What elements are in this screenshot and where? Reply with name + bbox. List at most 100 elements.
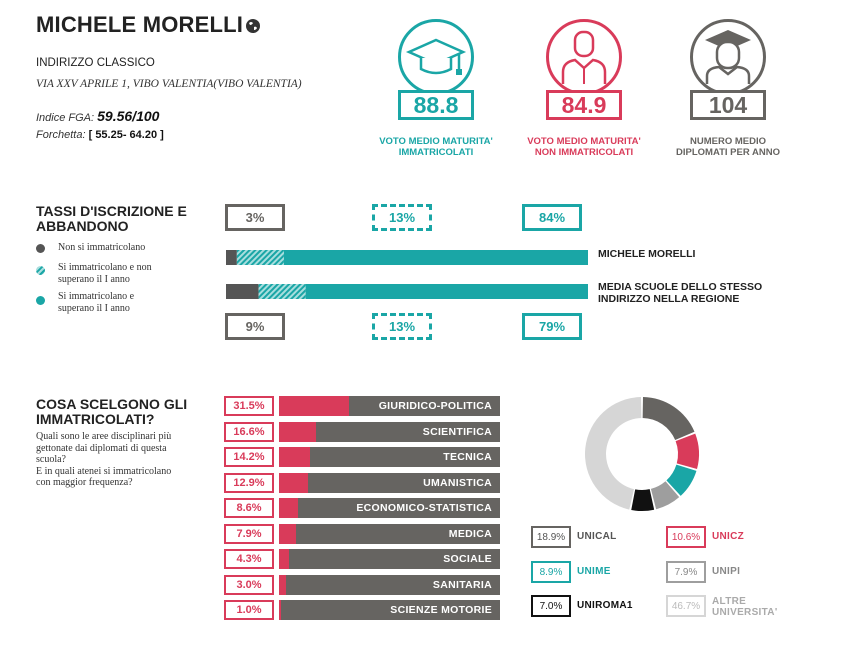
fga-value: 59.56/100	[97, 108, 160, 124]
region-label-line2: INDIRIZZO NELLA REGIONE	[598, 293, 740, 305]
area-pct-label: 1.0%	[224, 600, 274, 620]
question-line: scuola?	[36, 454, 66, 465]
area-category-label: SCIENZE MOTORIE	[390, 604, 492, 616]
kpi-label-diplomati: NUMERO MEDIO DIPLOMATI PER ANNO	[653, 136, 803, 158]
area-bar-fill	[279, 574, 286, 595]
area-bar-fill	[279, 498, 298, 518]
area-bar-fill	[279, 549, 289, 569]
graduate-person-icon	[705, 30, 751, 84]
enrollment-title: TASSI D'ISCRIZIONE E ABBANDONO	[36, 204, 187, 234]
kpi-circle-non-immatricolati	[546, 19, 622, 95]
kpi-circle-immatricolati	[398, 19, 474, 95]
uni-label-line: ALTRE	[712, 596, 747, 607]
kpi-value-diplomati: 104	[690, 90, 766, 120]
donut-slice-altre-universita	[585, 397, 642, 510]
region-pct-superano: 79%	[522, 313, 582, 340]
areas-title-line1: COSA SCELGONO GLI	[36, 396, 188, 412]
area-pct-label: 31.5%	[224, 396, 274, 416]
area-bar-fill	[279, 472, 308, 493]
segment-non-immatricolano	[226, 284, 259, 299]
segment-non-superano	[236, 250, 284, 265]
area-bar-track: SOCIALE	[279, 549, 500, 569]
legend-dot-non-immatricolano	[36, 244, 45, 253]
area-category-label: GIURIDICO-POLITICA	[378, 400, 492, 412]
school-pct-superano: 84%	[522, 204, 582, 231]
segment-non-immatricolano	[226, 250, 237, 265]
area-bar-fill	[279, 447, 311, 467]
area-row: 8.6% ECONOMICO-STATISTICA	[224, 498, 500, 518]
uni-pct-box: 18.9%	[531, 526, 571, 548]
uni-pct-box: 46.7%	[666, 595, 706, 617]
fga-label: Indice FGA:	[36, 112, 95, 124]
area-row: 12.9% UMANISTICA	[224, 472, 500, 493]
fga-range: Forchetta: [ 55.25- 64.20 ]	[36, 129, 164, 141]
area-bar-track: UMANISTICA	[279, 472, 500, 493]
kpi-value-non-immatricolati: 84.9	[546, 90, 622, 120]
area-category-label: ECONOMICO-STATISTICA	[356, 502, 492, 514]
area-bar-fill	[279, 600, 282, 620]
area-bar-track: GIURIDICO-POLITICA	[279, 396, 500, 416]
legend-line2: superano il I anno	[58, 303, 130, 314]
legend-line2: superano il I anno	[58, 274, 130, 285]
legend-superano: Si immatricolano e superano il I anno	[58, 291, 134, 315]
question-line: gettonate dai diplomati di questa	[36, 442, 167, 454]
area-bar-fill	[279, 523, 297, 544]
kpi-label-line1: VOTO MEDIO MATURITA'	[527, 136, 641, 147]
segment-superano	[283, 250, 588, 265]
area-row: 31.5% GIURIDICO-POLITICA	[224, 396, 500, 416]
areas-title-line2: IMMATRICOLATI?	[36, 411, 155, 427]
legend-dot-non-superano	[36, 266, 45, 275]
area-bar-fill	[279, 396, 349, 416]
enrollment-title-line1: TASSI D'ISCRIZIONE E	[36, 203, 187, 219]
kpi-value-immatricolati: 88.8	[398, 90, 474, 120]
area-pct-label: 8.6%	[224, 498, 274, 518]
uni-pct-box: 10.6%	[666, 526, 706, 548]
uni-pct-box: 7.0%	[531, 595, 571, 617]
kpi-label-line2: NON IMMATRICOLATI	[534, 147, 634, 158]
donut-slice-unical	[642, 397, 695, 440]
uni-label: UNICAL	[577, 531, 617, 542]
school-pct-non-immatricolano: 3%	[225, 204, 285, 231]
kpi-label-line2: IMMATRICOLATI	[398, 147, 474, 158]
areas-question: Quali sono le aree disciplinari più gett…	[36, 431, 171, 489]
area-category-label: TECNICA	[443, 451, 492, 463]
donut-slice-unime	[666, 464, 697, 496]
area-row: 1.0% SCIENZE MOTORIE	[224, 600, 500, 620]
question-line: E in quali atenei si immatricolano	[36, 465, 172, 477]
area-category-label: SANITARIA	[432, 578, 492, 591]
enrollment-title-line2: ABBANDONO	[36, 218, 129, 234]
area-category-label: SOCIALE	[443, 553, 492, 565]
area-bar-track: MEDICA	[279, 523, 500, 544]
legend-non-superano: Si immatricolano e non superano il I ann…	[58, 262, 152, 286]
school-name: MICHELE MORELLI	[36, 12, 244, 37]
areas-title: COSA SCELGONO GLI IMMATRICOLATI?	[36, 397, 187, 427]
kpi-label-line2: DIPLOMATI PER ANNO	[676, 147, 780, 158]
question-line: Quali sono le aree disciplinari più	[36, 431, 172, 442]
area-category-label: UMANISTICA	[423, 476, 492, 489]
area-row: 7.9% MEDICA	[224, 523, 500, 544]
area-pct-label: 4.3%	[224, 549, 274, 569]
segment-non-superano	[258, 284, 306, 299]
segment-superano	[305, 284, 588, 299]
area-pct-label: 14.2%	[224, 447, 274, 467]
legend-line1: Si immatricolano e non	[58, 262, 152, 273]
donut-slice-unicz	[675, 433, 699, 469]
graduation-cap-icon	[405, 38, 467, 75]
area-pct-label: 7.9%	[224, 523, 274, 544]
kpi-circle-diplomati	[690, 19, 766, 95]
school-address: VIA XXV APRILE 1, VIBO VALENTIA(VIBO VAL…	[36, 78, 302, 90]
fork-value: [ 55.25- 64.20 ]	[88, 129, 164, 141]
area-pct-label: 12.9%	[224, 472, 274, 493]
legend-dot-superano	[36, 296, 45, 305]
kpi-label-immatricolati: VOTO MEDIO MATURITA' IMMATRICOLATI	[361, 136, 511, 158]
area-row: 4.3% SOCIALE	[224, 549, 500, 569]
area-bar-fill	[279, 421, 316, 442]
school-bar-label: MICHELE MORELLI	[598, 248, 696, 260]
globe-icon[interactable]	[245, 18, 261, 34]
kpi-label-line1: VOTO MEDIO MATURITA'	[379, 136, 493, 147]
uni-label: UNICZ	[712, 531, 745, 542]
region-pct-non-superano: 13%	[372, 313, 432, 340]
area-row: 14.2% TECNICA	[224, 447, 500, 467]
school-pct-non-superano: 13%	[372, 204, 432, 231]
kpi-label-line1: NUMERO MEDIO	[690, 136, 766, 147]
